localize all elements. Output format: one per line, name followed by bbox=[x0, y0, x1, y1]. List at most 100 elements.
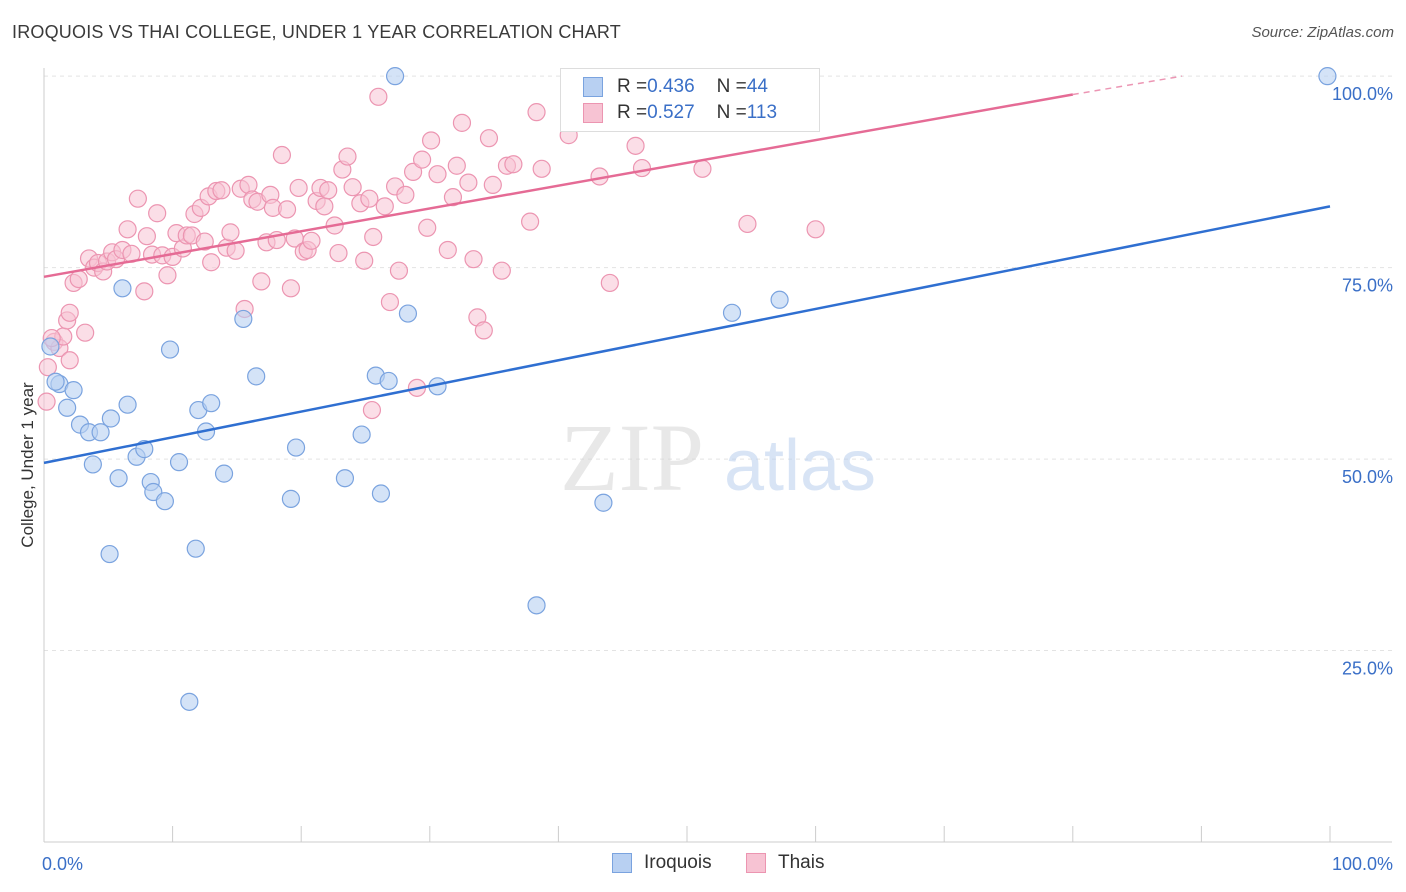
iroquois-point bbox=[83, 455, 102, 474]
thais-point bbox=[202, 253, 221, 272]
axes bbox=[43, 68, 1392, 843]
thais-point bbox=[693, 159, 712, 178]
iroquois-point bbox=[281, 489, 301, 508]
iroquois-point bbox=[335, 469, 355, 488]
thais-point bbox=[118, 220, 137, 239]
thais-trend-extension bbox=[1072, 75, 1183, 96]
thais-point bbox=[315, 197, 334, 216]
thais-point bbox=[632, 158, 652, 178]
thais-point bbox=[626, 136, 645, 155]
thais-point bbox=[360, 189, 379, 208]
iroquois-point bbox=[1318, 67, 1337, 86]
thais-point bbox=[364, 227, 383, 247]
y-tick-label: 75.0% bbox=[1342, 276, 1393, 296]
iroquois-point bbox=[385, 67, 405, 86]
thais-point bbox=[76, 323, 95, 342]
bottom-iroquois-label: Iroquois bbox=[644, 852, 712, 873]
thais-point bbox=[195, 232, 214, 251]
legend-row-iroquois: R = 0.436 N = 44 bbox=[583, 75, 768, 99]
iroquois-point bbox=[527, 596, 546, 615]
thais-point bbox=[396, 185, 415, 204]
thais-point bbox=[37, 392, 56, 411]
iroquois-point bbox=[91, 423, 110, 442]
thais-point bbox=[272, 145, 292, 165]
thais-point bbox=[459, 173, 478, 192]
watermark-atlas: atlas bbox=[724, 426, 876, 506]
bottom-iroquois-swatch bbox=[612, 853, 632, 873]
thais-point bbox=[128, 189, 147, 208]
thais-point bbox=[277, 200, 297, 219]
iroquois-r-label: R = bbox=[617, 76, 648, 97]
iroquois-point bbox=[58, 398, 77, 417]
y-axis-label: College, Under 1 year bbox=[18, 382, 37, 548]
thais-point bbox=[60, 303, 79, 322]
y-tick-label: 100.0% bbox=[1332, 84, 1393, 104]
thais-point bbox=[137, 227, 156, 246]
source-label: Source: ZipAtlas.com bbox=[1251, 24, 1394, 41]
gridlines bbox=[44, 75, 1392, 652]
thais-point bbox=[148, 204, 167, 223]
thais-point bbox=[412, 150, 432, 169]
iroquois-point bbox=[109, 469, 128, 488]
thais-point bbox=[447, 156, 466, 175]
thais-point bbox=[252, 272, 271, 291]
iroquois-point bbox=[214, 464, 234, 483]
thais-point bbox=[492, 261, 511, 280]
thais-point bbox=[483, 175, 502, 194]
thais-point bbox=[221, 223, 240, 242]
thais-point bbox=[369, 87, 388, 106]
iroquois-point bbox=[352, 425, 371, 444]
iroquois-r-value: 0.436 bbox=[647, 76, 695, 97]
thais-n-value: 113 bbox=[746, 102, 778, 123]
thais-point bbox=[452, 113, 472, 132]
thais-point bbox=[504, 155, 523, 174]
iroquois-point bbox=[100, 544, 119, 564]
thais-point bbox=[443, 188, 463, 207]
thais-point bbox=[389, 261, 409, 280]
thais-point bbox=[329, 243, 348, 263]
iroquois-point bbox=[155, 492, 174, 511]
iroquois-point bbox=[594, 493, 613, 512]
thais-point bbox=[532, 159, 551, 178]
thais-r-label: R = bbox=[617, 102, 648, 123]
iroquois-point bbox=[286, 438, 306, 457]
iroquois-point bbox=[113, 279, 132, 298]
iroquois-point bbox=[186, 539, 205, 558]
thais-point bbox=[375, 197, 394, 216]
thais-r-value: 0.527 bbox=[647, 102, 695, 123]
thais-trend-line bbox=[43, 93, 1074, 279]
thais-n-label: N = bbox=[716, 102, 747, 123]
iroquois-point bbox=[41, 337, 60, 356]
thais-swatch bbox=[583, 103, 603, 123]
watermark-zip: ZIP bbox=[560, 404, 704, 511]
iroquois-point bbox=[46, 372, 65, 391]
iroquois-point bbox=[202, 394, 221, 413]
iroquois-points bbox=[41, 67, 1337, 711]
bottom-legend-thais: Thais bbox=[746, 852, 824, 874]
iroquois-point bbox=[118, 395, 137, 414]
thais-point bbox=[438, 240, 457, 260]
iroquois-trend-line bbox=[43, 205, 1331, 465]
bottom-thais-swatch bbox=[746, 853, 766, 873]
thais-point bbox=[806, 220, 825, 239]
iroquois-point bbox=[160, 340, 180, 359]
thais-point bbox=[738, 214, 757, 234]
thais-point bbox=[464, 250, 483, 269]
iroquois-point bbox=[398, 304, 418, 323]
iroquois-point bbox=[169, 453, 189, 472]
legend-row-thais: R = 0.527 N = 113 bbox=[583, 101, 777, 125]
thais-point bbox=[212, 181, 231, 200]
thais-point bbox=[474, 321, 493, 340]
thais-point bbox=[418, 218, 437, 237]
tick-labels: 25.0% 50.0% 75.0% 100.0% 0.0% 100.0% bbox=[42, 84, 1393, 874]
thais-points bbox=[37, 87, 825, 420]
y-tick-label: 50.0% bbox=[1342, 467, 1393, 487]
thais-point bbox=[69, 269, 88, 289]
iroquois-point bbox=[379, 371, 398, 391]
thais-point bbox=[338, 147, 357, 166]
thais-point bbox=[135, 282, 154, 301]
thais-point bbox=[600, 273, 619, 293]
chart-title: IROQUOIS VS THAI COLLEGE, UNDER 1 YEAR C… bbox=[12, 22, 621, 42]
iroquois-point bbox=[770, 290, 789, 309]
